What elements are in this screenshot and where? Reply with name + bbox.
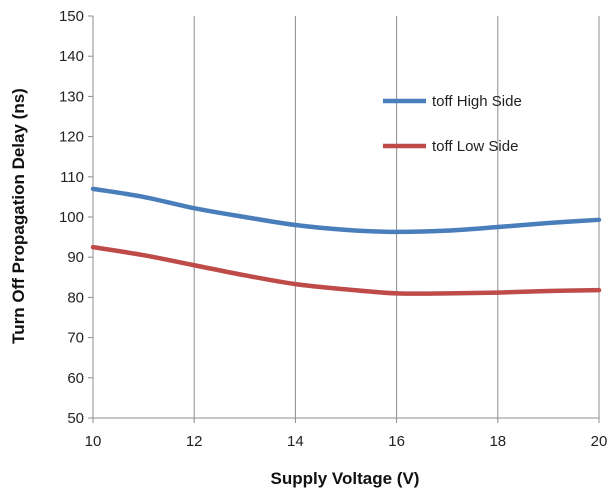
x-tick-label: 12 <box>186 433 203 450</box>
y-tick-label: 100 <box>59 209 84 226</box>
y-tick-label: 70 <box>67 330 84 347</box>
series-lines <box>90 186 602 296</box>
grid <box>92 16 600 418</box>
series-line-low-side <box>90 244 602 296</box>
axes <box>88 15 600 423</box>
x-tick-label: 10 <box>85 433 102 450</box>
x-tick-label: 14 <box>287 433 304 450</box>
y-tick-label: 130 <box>59 88 84 105</box>
y-tick-label: 90 <box>67 249 84 266</box>
series-line-high-side <box>90 186 602 235</box>
tick-labels: 50 60 70 80 90 100 110 120 130 140 150 10 12 14 16 18 20 <box>59 8 607 450</box>
y-tick-label: 60 <box>67 370 84 387</box>
y-axis-title: Turn Off Propagation Delay (ns) <box>9 88 28 344</box>
y-tick-label: 110 <box>60 169 84 186</box>
x-tick-label: 18 <box>489 433 506 450</box>
x-tick-label: 16 <box>388 433 405 450</box>
y-tick-label: 150 <box>59 8 84 25</box>
y-tick-label: 50 <box>67 410 84 427</box>
y-tick-label: 80 <box>67 289 84 306</box>
y-tick-label: 140 <box>59 48 84 65</box>
legend: toff High Side toff Low Side <box>383 93 522 155</box>
legend-label-low-side: toff Low Side <box>432 138 518 155</box>
x-axis-title: Supply Voltage (V) <box>271 469 420 488</box>
x-tick-label: 20 <box>591 433 608 450</box>
legend-label-high-side: toff High Side <box>432 93 522 110</box>
y-tick-label: 120 <box>59 129 84 146</box>
